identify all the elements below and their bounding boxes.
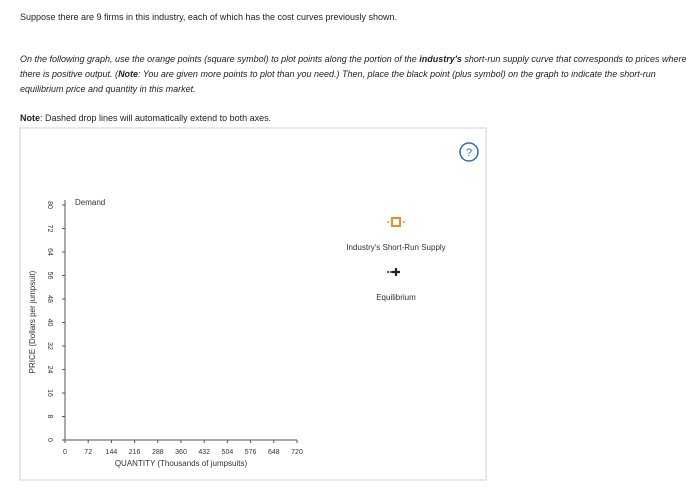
y-tick-label: 0: [46, 438, 53, 442]
text: : You are given more points to plot than…: [20, 69, 656, 94]
tool-label: Equilibrium: [376, 293, 416, 302]
y-tick-label: 72: [46, 225, 53, 233]
x-tick-label: 360: [175, 449, 187, 456]
note-label: Note: [20, 113, 40, 123]
help-icon[interactable]: ?: [466, 147, 472, 159]
x-tick-label: 720: [291, 449, 303, 456]
tool-square[interactable]: [391, 217, 401, 227]
text: On the following graph, use the orange p…: [20, 54, 420, 64]
y-tick-label: 56: [46, 272, 53, 280]
x-tick-label: 576: [245, 449, 257, 456]
y-axis-label: PRICE (Dollars per jumpsuit): [28, 270, 37, 373]
y-tick-label: 16: [46, 389, 53, 397]
note-text: : Dashed drop lines will automatically e…: [40, 113, 272, 123]
text: short-run supply curve that corresponds …: [20, 54, 687, 79]
y-tick-label: 32: [46, 342, 53, 350]
x-axis-label: QUANTITY (Thousands of jumpsuits): [115, 459, 248, 468]
tool-dot[interactable]: [390, 271, 392, 273]
chart-frame: [19, 127, 487, 481]
y-tick-label: 40: [46, 319, 53, 327]
x-tick-label: 288: [152, 449, 164, 456]
x-tick-label: 0: [63, 449, 67, 456]
x-tick-label: 504: [222, 449, 234, 456]
instructions: On the following graph, use the orange p…: [20, 52, 690, 97]
tool-plus[interactable]: [392, 268, 400, 276]
help-button[interactable]: [459, 142, 479, 162]
y-tick-label: 24: [46, 366, 53, 374]
x-tick-label: 216: [129, 449, 141, 456]
x-tick-label: 648: [268, 449, 280, 456]
x-tick-label: 144: [106, 449, 118, 456]
note-label: Note: [118, 69, 139, 79]
intro: Suppose there are 9 firms in this indust…: [20, 12, 398, 22]
tool-dot[interactable]: [387, 271, 389, 273]
y-tick-label: 48: [46, 295, 53, 303]
y-tick-label: 8: [46, 415, 53, 419]
y-tick-label: 80: [46, 201, 53, 209]
y-tick-label: 64: [46, 248, 53, 256]
series-label: Demand: [75, 198, 105, 207]
x-tick-label: 72: [84, 449, 92, 456]
note: Note: Dashed drop lines will automatical…: [20, 111, 690, 126]
x-tick-label: 432: [198, 449, 210, 456]
tool-label: Industry's Short-Run Supply: [346, 243, 445, 252]
emphasis: industry's: [419, 54, 462, 64]
